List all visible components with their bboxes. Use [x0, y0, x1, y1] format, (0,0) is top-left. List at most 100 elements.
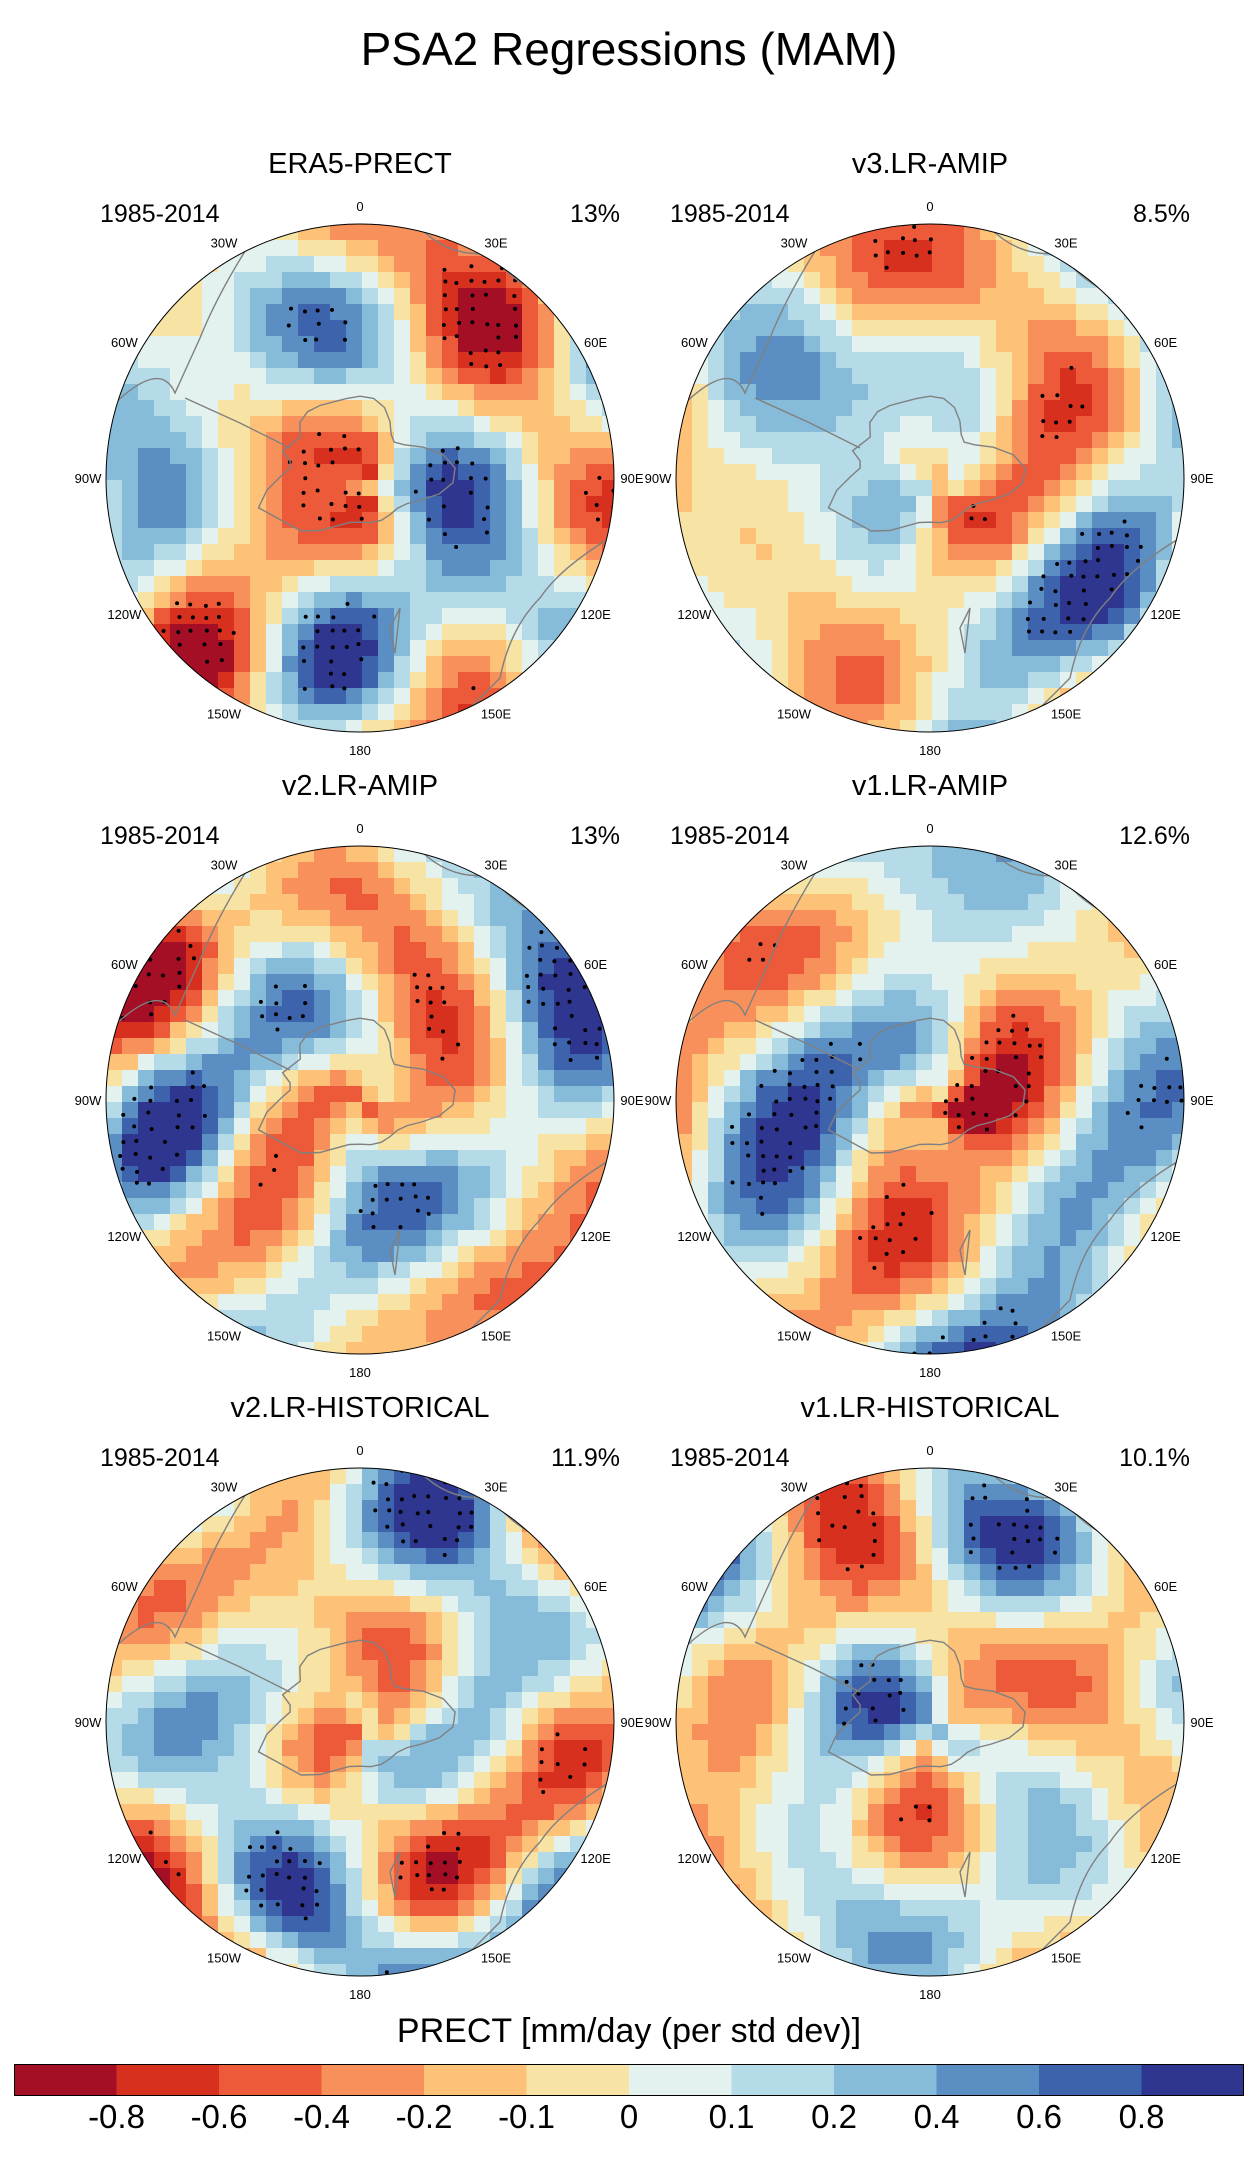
polar-map: 0 30E 60E 90E 120E 150E 180 150W 120W 90W 60W 30W [75, 821, 644, 1380]
longitude-label: 120W [107, 1851, 142, 1866]
longitude-label: 150E [481, 1951, 512, 1966]
longitude-label: 150E [1051, 1951, 1082, 1966]
precip-field [106, 846, 614, 1354]
peninsula-coastline [754, 1641, 861, 1693]
colorbar-swatch [936, 2064, 1040, 2096]
longitude-label: 30W [781, 857, 808, 872]
longitude-label: 0 [926, 821, 933, 836]
panel-title: ERA5-PRECT [268, 148, 452, 180]
peninsula-coastline [184, 1019, 291, 1071]
peninsula-coastline [184, 397, 291, 449]
longitude-label: 180 [349, 743, 371, 758]
map-rim [675, 845, 1185, 1355]
period-label: 1985-2014 [670, 200, 790, 228]
colorbar-tick-label: 0.8 [1118, 2098, 1165, 2135]
colorbar-title: PRECT [mm/day (per std dev)] [396, 2012, 862, 2050]
new-zealand-coastline [959, 607, 971, 654]
period-label: 1985-2014 [100, 200, 220, 228]
variance-explained: 12.6% [1119, 822, 1190, 850]
longitude-label: 90W [75, 1093, 102, 1108]
variance-explained: 10.1% [1119, 1444, 1190, 1472]
longitude-label: 180 [919, 743, 941, 758]
colorbar-swatch [1141, 2064, 1244, 2096]
longitude-label: 60E [1154, 1579, 1177, 1594]
south-america-coastline [679, 227, 831, 409]
south-america-coastline [109, 849, 261, 1031]
longitude-label: 150W [777, 1951, 812, 1966]
variance-explained: 11.9% [550, 1444, 620, 1472]
longitude-label: 90E [1190, 471, 1213, 486]
longitude-label: 60W [111, 1579, 138, 1594]
period-label: 1985-2014 [100, 1444, 220, 1472]
panel-title: v1.LR-HISTORICAL [800, 1392, 1060, 1424]
colorbar-swatch [834, 2064, 937, 2096]
map-panel: v2.LR-AMIP 1985-2014 13% 0 30E 60E 90E 120E 150E… [75, 770, 644, 1380]
longitude-label: 150W [777, 1329, 812, 1344]
colorbar-swatch [731, 2064, 835, 2096]
new-zealand-coastline [389, 607, 401, 654]
map-panel: v1.LR-HISTORICAL 1985-2014 10.1% 0 30E 60E 90E… [645, 1392, 1214, 2002]
colorbar-tick-label: -0.6 [190, 2098, 248, 2135]
colorbar-swatch [321, 2064, 425, 2096]
new-zealand-coastline [959, 1229, 971, 1276]
south-america-coastline [109, 1471, 261, 1653]
longitude-label: 60E [584, 335, 607, 350]
period-label: 1985-2014 [100, 822, 220, 850]
longitude-label: 180 [919, 1987, 941, 2002]
longitude-label: 30W [211, 235, 238, 250]
longitude-label: 180 [349, 1365, 371, 1380]
antarctica-coastline [257, 395, 456, 532]
longitude-label: 90W [645, 1093, 672, 1108]
map-rim [675, 1467, 1185, 1977]
longitude-label: 90E [1190, 1093, 1213, 1108]
map-rim [105, 223, 615, 733]
australia-coastline [469, 537, 611, 709]
longitude-label: 60E [1154, 335, 1177, 350]
panel-title: v2.LR-AMIP [281, 770, 439, 802]
australia-coastline [469, 1159, 611, 1331]
colorbar-tick-label: 0.2 [811, 2098, 857, 2135]
colorbar-tick-label: -0.8 [88, 2098, 145, 2135]
australia-coastline [1039, 1781, 1181, 1953]
polar-map: 0 30E 60E 90E 120E 150E 180 150W 120W 90W 60W 30W [645, 199, 1214, 758]
longitude-label: 60W [111, 957, 138, 972]
longitude-label: 0 [926, 1443, 933, 1458]
longitude-label: 120W [107, 1229, 142, 1244]
colorbar-swatch [424, 2064, 527, 2096]
period-label: 1985-2014 [670, 822, 790, 850]
antarctica-coastline [827, 1017, 1026, 1154]
longitude-label: 60W [681, 1579, 708, 1594]
longitude-label: 30W [781, 235, 808, 250]
longitude-label: 0 [356, 1443, 363, 1458]
longitude-label: 90W [75, 471, 102, 486]
antarctica-coastline [827, 395, 1026, 532]
longitude-label: 60E [584, 957, 607, 972]
longitude-label: 150E [1051, 1329, 1082, 1344]
longitude-label: 30W [211, 857, 238, 872]
longitude-label: 120E [580, 607, 611, 622]
longitude-label: 180 [349, 1987, 371, 2002]
longitude-label: 120E [1150, 1229, 1181, 1244]
map-rim [675, 223, 1185, 733]
longitude-label: 90W [75, 1715, 102, 1730]
longitude-label: 90E [620, 1715, 643, 1730]
longitude-label: 150W [777, 707, 812, 722]
period-label: 1985-2014 [670, 1444, 790, 1472]
peninsula-coastline [754, 397, 861, 449]
colorbar-swatch [219, 2064, 322, 2096]
panel-title: v3.LR-AMIP [851, 148, 1009, 180]
map-panel: v1.LR-AMIP 1985-2014 12.6% 0 30E 60E 90E 120E 15… [645, 770, 1214, 1380]
polar-map: 0 30E 60E 90E 120E 150E 180 150W 120W 90W 60W 30W [75, 199, 644, 758]
map-panel: v2.LR-HISTORICAL 1985-2014 11.9% 0 30E 60E 90E… [75, 1392, 644, 2002]
antarctica-coastline [257, 1017, 456, 1154]
colorbar-outline [14, 2064, 1244, 2096]
longitude-label: 30E [484, 857, 507, 872]
longitude-label: 150E [481, 1329, 512, 1344]
longitude-label: 0 [356, 199, 363, 214]
longitude-label: 30E [1054, 857, 1077, 872]
main-title: PSA2 Regressions (MAM) [360, 23, 898, 75]
longitude-label: 30W [211, 1479, 238, 1494]
australia-coastline [1039, 537, 1181, 709]
colorbar [14, 2064, 1244, 2096]
longitude-label: 60E [584, 1579, 607, 1594]
